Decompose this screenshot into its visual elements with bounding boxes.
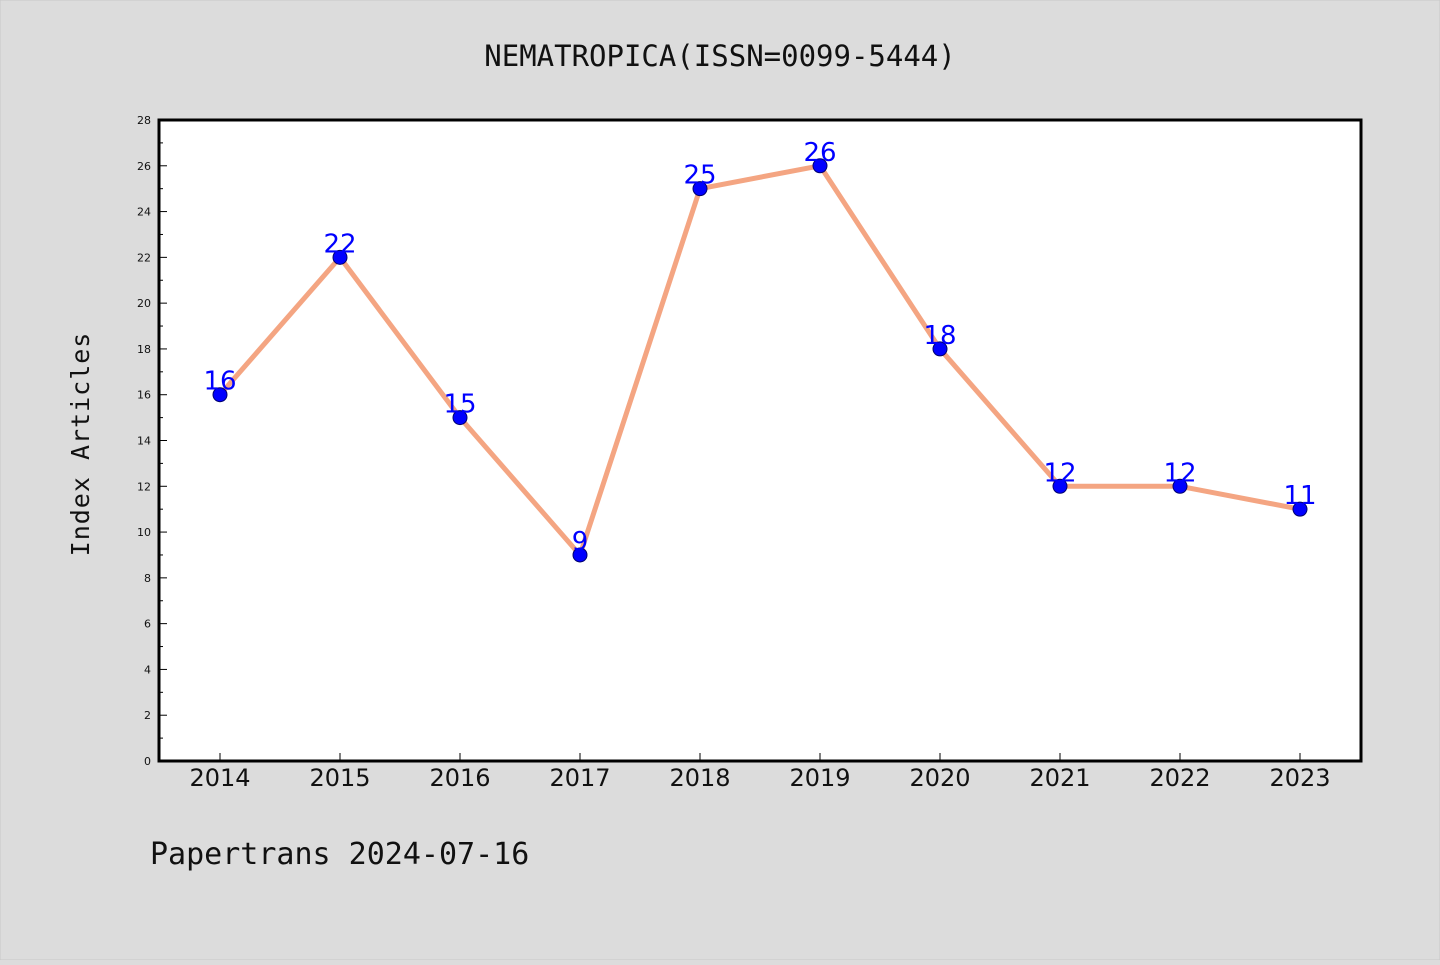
- data-label: 22: [323, 229, 356, 259]
- x-tick-label: 2017: [549, 764, 610, 792]
- data-point: [332, 249, 348, 265]
- series-line: [217, 163, 1303, 558]
- y-tick-label: 24: [137, 206, 151, 219]
- footer-text: Papertrans 2024-07-16: [150, 837, 529, 872]
- plot-frame: [157, 118, 1363, 763]
- data-point: [692, 181, 708, 197]
- data-point: [932, 341, 948, 357]
- y-tick-label: 4: [144, 663, 151, 676]
- data-point: [1172, 478, 1188, 494]
- data-label: 11: [1283, 481, 1316, 511]
- data-label: 16: [203, 367, 236, 397]
- data-label: 15: [443, 390, 476, 420]
- x-tick-label: 2016: [429, 764, 490, 792]
- data-point: [452, 410, 468, 426]
- data-point: [1052, 478, 1068, 494]
- data-labels: 16 22 15 9 25 26 18 12 12 11: [203, 138, 1316, 557]
- y-tick-label: 28: [137, 114, 151, 127]
- data-point: [812, 158, 828, 174]
- y-tick-label: 14: [137, 435, 151, 448]
- y-tick-label: 2: [144, 709, 151, 722]
- data-point: [572, 547, 588, 563]
- y-tick-label: 10: [137, 526, 151, 539]
- data-label: 25: [683, 161, 716, 191]
- x-tick-label: 2018: [669, 764, 730, 792]
- x-tick-label: 2015: [309, 764, 370, 792]
- plot-area: [159, 120, 1361, 761]
- y-axis-label: Index Articles: [66, 332, 95, 557]
- data-label: 9: [572, 527, 589, 557]
- x-tick-label: 2021: [1029, 764, 1090, 792]
- y-tick-label: 18: [137, 343, 151, 356]
- data-point: [212, 387, 228, 403]
- chart-title: NEMATROPICA(ISSN=0099-5444): [484, 39, 955, 73]
- y-tick-label: 8: [144, 572, 151, 585]
- data-label: 12: [1043, 458, 1076, 488]
- x-tick-label: 2014: [189, 764, 250, 792]
- y-tick-label: 16: [137, 389, 151, 402]
- y-tick-label: 22: [137, 251, 151, 264]
- x-axis-ticks: 2014 2015 2016 2017 2018 2019 2020 2021 2022 2023: [189, 753, 1331, 792]
- x-tick-label: 2020: [909, 764, 970, 792]
- data-markers: [212, 158, 1308, 563]
- data-label: 18: [923, 321, 956, 351]
- y-tick-label: 26: [137, 160, 151, 173]
- x-tick-label: 2019: [789, 764, 850, 792]
- y-tick-label: 20: [137, 297, 151, 310]
- data-point: [1292, 501, 1308, 517]
- x-tick-label: 2022: [1149, 764, 1210, 792]
- x-tick-label: 2023: [1269, 764, 1330, 792]
- y-tick-label: 0: [144, 755, 151, 768]
- y-tick-label: 12: [137, 480, 151, 493]
- y-tick-label: 6: [144, 618, 151, 631]
- data-label: 12: [1163, 458, 1196, 488]
- data-label: 26: [803, 138, 836, 168]
